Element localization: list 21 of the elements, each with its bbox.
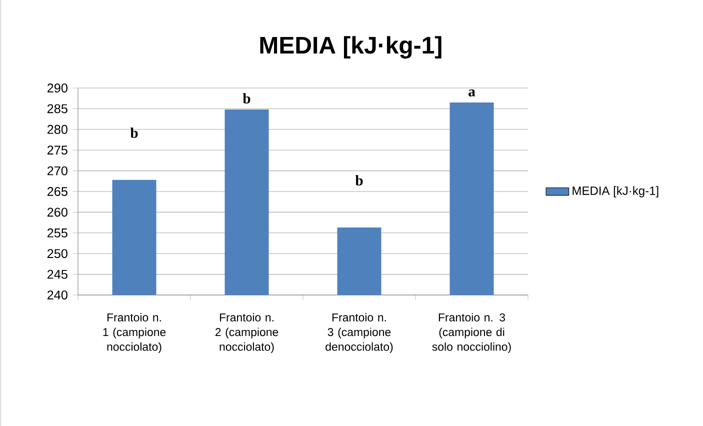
y-tick-label: 270 bbox=[47, 166, 68, 176]
y-tick-label: 265 bbox=[47, 187, 68, 196]
annotation: b bbox=[355, 175, 363, 186]
y-tick-label: 260 bbox=[47, 208, 68, 217]
x-tick-label: Frantoio n. 3 (campione denocciolato) bbox=[326, 313, 393, 354]
y-tick-label: 290 bbox=[47, 84, 68, 92]
y-tick-label: 280 bbox=[47, 124, 68, 134]
legend-label: MEDIA [kJ·kg-1] bbox=[572, 186, 658, 198]
annotation: b bbox=[242, 93, 250, 104]
x-tick-label: Frantoio n. 1 (campione nocciolato) bbox=[103, 313, 166, 354]
x-tick-label: Frantoio n. 2 (campione nocciolato) bbox=[215, 313, 278, 354]
y-tick-label: 245 bbox=[47, 270, 68, 279]
y-tick-label: 250 bbox=[47, 249, 68, 258]
y-tick-label: 255 bbox=[47, 228, 68, 238]
y-tick-label: 240 bbox=[47, 290, 68, 300]
annotation: a bbox=[468, 89, 476, 96]
y-tick-label: 285 bbox=[47, 104, 68, 114]
y-tick-label: 275 bbox=[47, 146, 68, 155]
x-tick-label: Frantoio n. 3 (campione di solo nocciolino) bbox=[432, 313, 511, 354]
chart-title: MEDIA [kJ·kg-1] bbox=[260, 36, 442, 59]
annotation: b bbox=[130, 128, 138, 138]
